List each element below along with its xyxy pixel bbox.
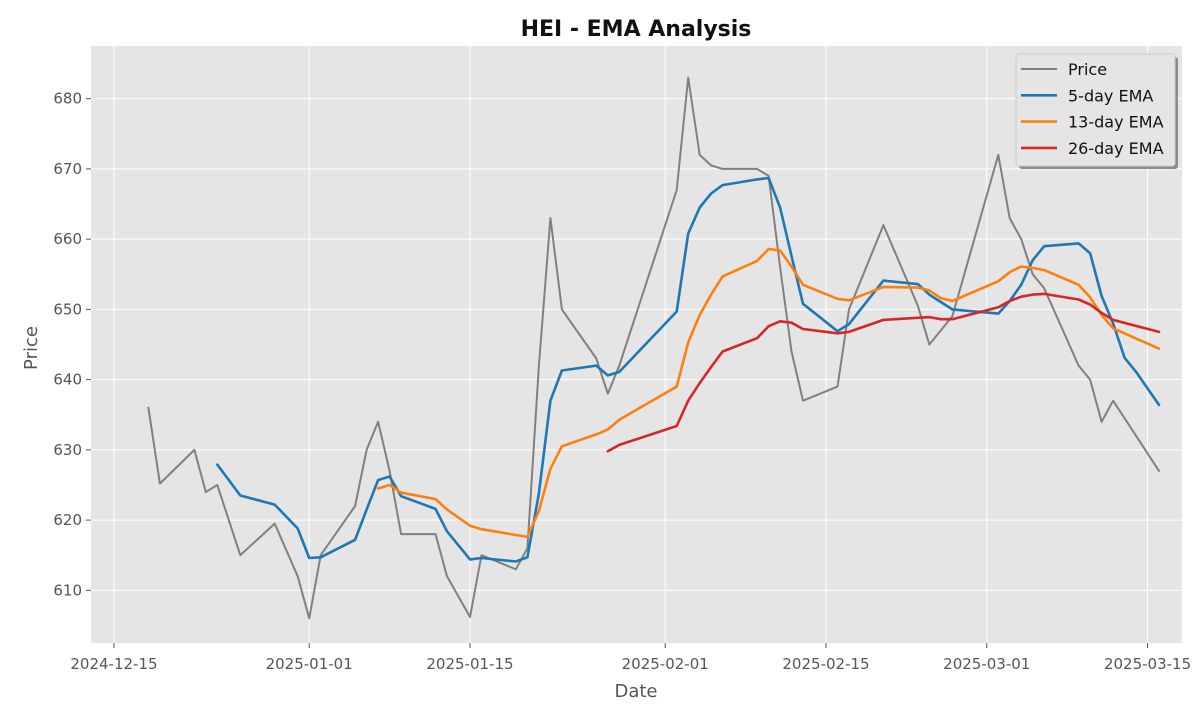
legend-box — [1015, 53, 1176, 167]
x-tick-label: 2025-03-15 — [1104, 655, 1191, 673]
legend-label: Price — [1068, 60, 1107, 79]
series-line-13-day-ema — [376, 247, 1161, 539]
x-tick-label: 2025-01-01 — [266, 655, 353, 673]
series-line-price — [147, 76, 1160, 620]
x-tick-label: 2025-03-01 — [943, 655, 1030, 673]
y-tick-label: 610 — [53, 581, 82, 599]
series-line-26-day-ema — [606, 292, 1161, 453]
y-axis-label: Price — [21, 326, 42, 370]
legend-item-26-day-ema[interactable]: 26-day EMA — [1021, 139, 1164, 158]
y-tick-label: 650 — [53, 300, 82, 318]
y-tick-label: 680 — [53, 90, 82, 108]
legend-label: 26-day EMA — [1068, 139, 1164, 158]
x-tick-label: 2025-01-15 — [426, 655, 513, 673]
series-lines — [147, 76, 1161, 620]
x-axis-label: Date — [614, 681, 657, 702]
legend[interactable]: Price 5-day EMA 13-day EMA 26-day EMA — [1015, 53, 1178, 169]
x-tick-label: 2025-02-15 — [782, 655, 869, 673]
y-tick-label: 630 — [53, 441, 82, 459]
y-tick-label: 660 — [53, 230, 82, 248]
legend-label: 5-day EMA — [1068, 86, 1153, 105]
x-tick-label: 2025-02-01 — [622, 655, 709, 673]
legend-item-price[interactable]: Price — [1021, 60, 1107, 79]
y-tick-label: 670 — [53, 160, 82, 178]
legend-label: 13-day EMA — [1068, 113, 1164, 132]
y-tick-label: 620 — [53, 511, 82, 529]
legend-item-13-day-ema[interactable]: 13-day EMA — [1021, 113, 1164, 132]
axis-ticks: 610 620 630 640 650 660 670 680 2024-12-15 2025-0… — [53, 90, 1191, 673]
legend-item-5-day-ema[interactable]: 5-day EMA — [1021, 86, 1153, 105]
y-tick-label: 640 — [53, 371, 82, 389]
chart-title: HEI - EMA Analysis — [521, 17, 752, 42]
x-tick-label: 2024-12-15 — [70, 655, 157, 673]
plot-area — [91, 46, 1182, 643]
